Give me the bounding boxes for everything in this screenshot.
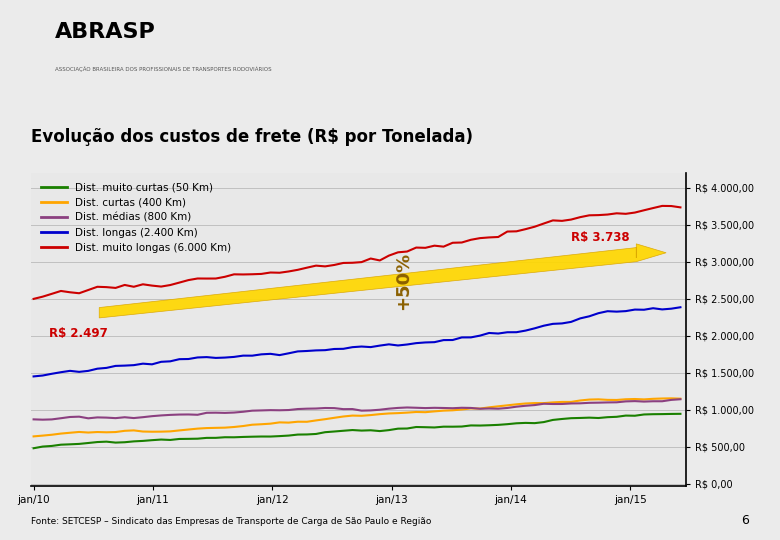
Text: +50%: +50% [395, 252, 413, 310]
Text: R$ 3.738: R$ 3.738 [571, 231, 629, 244]
Text: 6: 6 [741, 514, 749, 526]
Legend: Dist. muito curtas (50 Km), Dist. curtas (400 Km), Dist. médias (800 Km), Dist. : Dist. muito curtas (50 Km), Dist. curtas… [37, 178, 236, 257]
Text: ASSOCIAÇÃO BRASILEIRA DOS PROFISSIONAIS DE TRANSPORTES RODOVIÁRIOS: ASSOCIAÇÃO BRASILEIRA DOS PROFISSIONAIS … [55, 66, 271, 72]
Text: R$ 2.497: R$ 2.497 [49, 327, 108, 340]
Text: ABRASP: ABRASP [55, 22, 155, 42]
Text: Evolução dos custos de frete (R$ por Tonelada): Evolução dos custos de frete (R$ por Ton… [31, 128, 473, 146]
Text: Fonte: SETCESP – Sindicato das Empresas de Transporte de Carga de São Paulo e Re: Fonte: SETCESP – Sindicato das Empresas … [31, 517, 431, 526]
Polygon shape [99, 244, 666, 318]
